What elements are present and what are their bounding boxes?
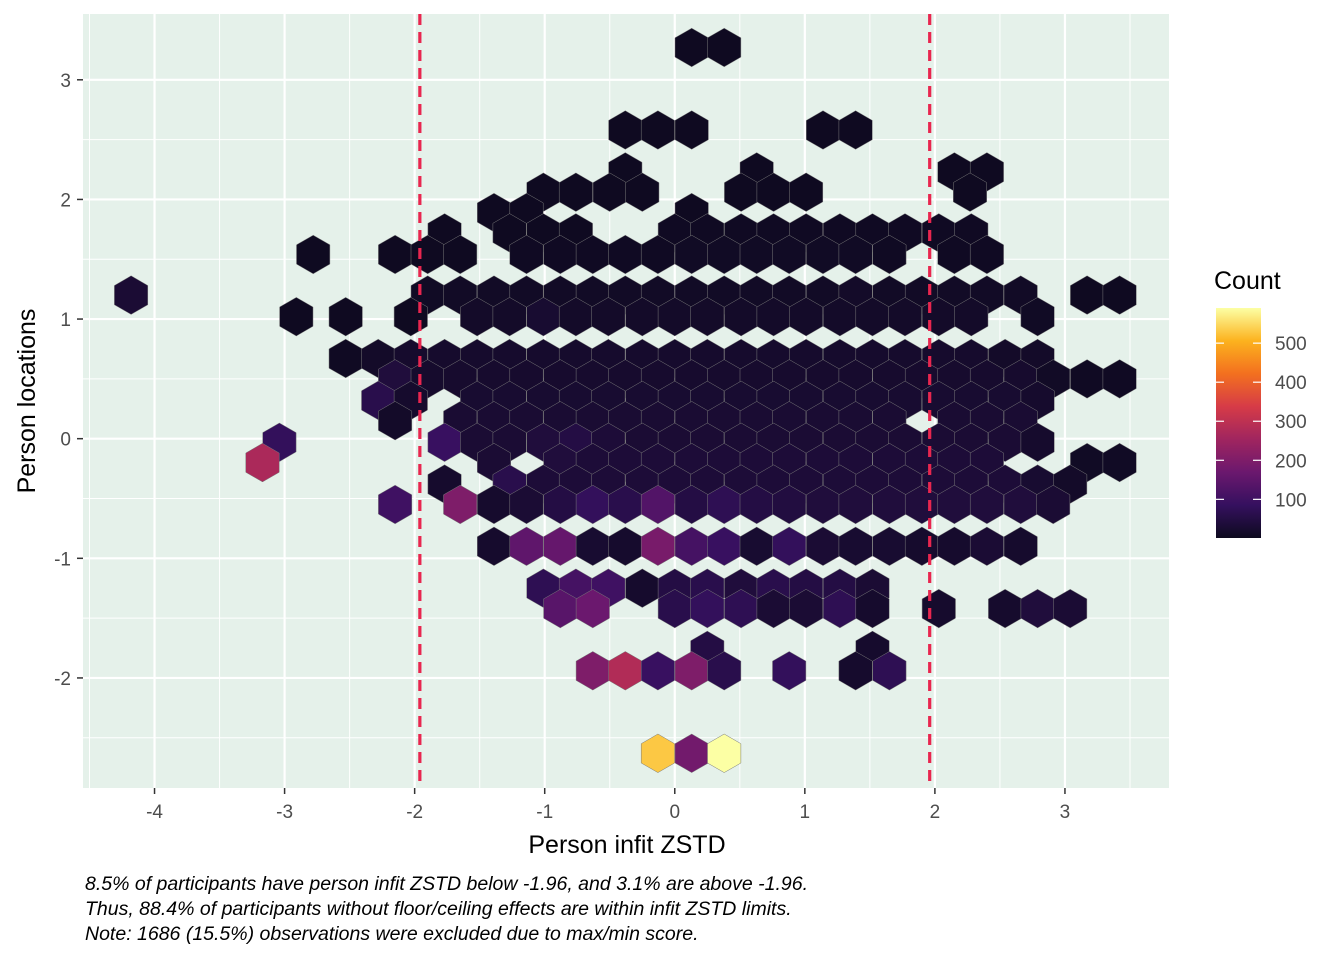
hex-bin [872, 234, 907, 275]
hex-bin [328, 297, 363, 337]
hex-bin [1036, 484, 1071, 525]
hex-bin [838, 484, 873, 525]
caption-line-3: Note: 1686 (15.5%) observations were exc… [85, 923, 699, 945]
caption-line-1: 8.5% of participants have person infit Z… [85, 873, 808, 895]
y-tick-label: -1 [54, 549, 71, 570]
hex-bin [690, 297, 725, 337]
hex-bin [772, 651, 807, 691]
hex-bin [640, 526, 675, 566]
hex-bin [969, 234, 1004, 275]
hex-bin [838, 110, 873, 150]
hexbin-cells [114, 27, 1137, 773]
y-tick-label: 2 [60, 190, 71, 211]
y-tick-label: 1 [60, 310, 71, 331]
x-tick-label: 3 [1060, 802, 1071, 823]
x-tick-label: -1 [536, 802, 553, 823]
y-tick-label: 3 [60, 71, 71, 92]
legend-colorbar [1216, 308, 1261, 538]
caption: 8.5% of participants have person infit Z… [85, 872, 808, 947]
hex-bin [1020, 422, 1055, 462]
hex-bin [772, 526, 807, 566]
x-tick-label: 0 [669, 802, 680, 823]
hex-bin [279, 297, 314, 337]
hex-bin [378, 484, 413, 525]
hex-bin [707, 651, 742, 691]
hex-bin [838, 526, 873, 566]
hex-bin [1003, 526, 1038, 566]
caption-line-2: Thus, 88.4% of participants without floo… [85, 898, 792, 920]
legend-label: 300 [1275, 412, 1307, 433]
hex-bin [443, 484, 478, 525]
legend-title: Count [1214, 267, 1281, 295]
hex-bin [1053, 589, 1088, 629]
legend: Count 100 200 300 400 500 [1214, 267, 1307, 538]
hex-bin [509, 484, 544, 525]
legend-label: 500 [1275, 334, 1307, 355]
y-tick-label: 0 [60, 430, 71, 451]
hex-bin [969, 526, 1004, 566]
hex-bin [640, 484, 675, 525]
reference-lines [418, 14, 932, 788]
hex-bin [888, 297, 922, 337]
hex-bin [1102, 443, 1137, 483]
hex-bin [509, 234, 544, 275]
hex-bin [640, 733, 675, 773]
hex-bin [509, 526, 544, 566]
legend-label: 100 [1275, 490, 1307, 511]
legend-label: 400 [1275, 373, 1307, 394]
hex-bin [969, 484, 1004, 525]
hex-bin [690, 589, 725, 629]
hex-bin [575, 589, 610, 629]
x-axis-title: Person infit ZSTD [528, 831, 725, 859]
hex-bin [674, 110, 709, 150]
hex-bin [640, 110, 675, 150]
hex-bin [492, 297, 527, 337]
hex-bin [1102, 275, 1137, 315]
legend-label: 200 [1275, 451, 1307, 472]
hex-bin [1020, 297, 1055, 337]
hex-bin [789, 589, 824, 629]
hex-bin [707, 733, 742, 773]
hex-bin [640, 651, 675, 691]
x-tick-label: -2 [406, 802, 423, 823]
hex-bin [296, 234, 331, 275]
y-axis: -2 -1 0 1 2 3 [54, 71, 83, 690]
y-tick-label: -2 [54, 669, 71, 690]
hex-bin [640, 234, 675, 275]
x-tick-label: 1 [800, 802, 811, 823]
hex-bin [591, 297, 626, 337]
hex-bin [114, 275, 149, 315]
x-tick-label: -4 [146, 802, 163, 823]
hex-bin [838, 651, 873, 691]
hex-bin [772, 484, 807, 525]
hex-bin [443, 234, 478, 275]
hex-bin [245, 443, 280, 483]
x-tick-label: -3 [276, 802, 293, 823]
hex-bin [1102, 359, 1137, 399]
hex-bin [855, 589, 890, 629]
hex-bin [954, 297, 989, 337]
x-axis: -4 -3 -2 -1 0 1 2 3 [146, 788, 1070, 823]
hex-bin [838, 234, 873, 275]
hex-bin [772, 234, 807, 275]
hex-bin [707, 27, 742, 68]
hex-bin [872, 651, 907, 691]
x-tick-label: 2 [930, 802, 941, 823]
y-axis-title: Person locations [13, 309, 41, 494]
hex-bin [558, 172, 593, 212]
hex-bin [953, 172, 987, 212]
hex-bin [789, 297, 824, 337]
hex-bin [378, 401, 413, 441]
hex-bin [789, 172, 824, 212]
hex-bin [625, 172, 660, 212]
